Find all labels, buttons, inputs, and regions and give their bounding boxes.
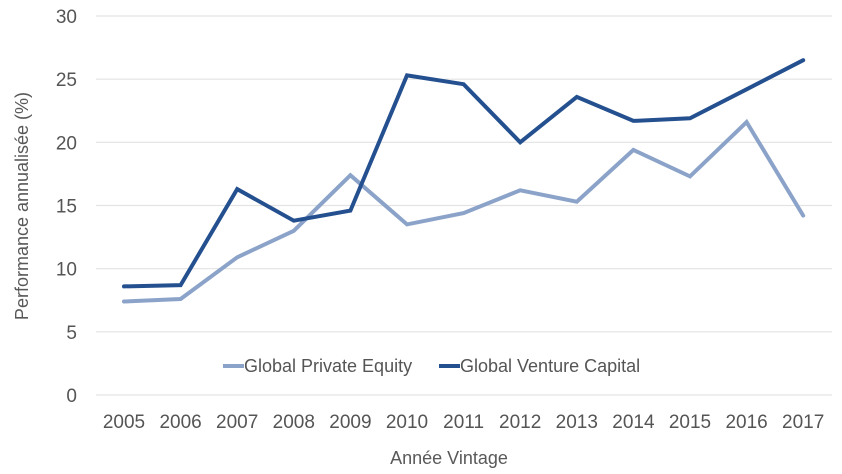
- y-tick-label: 5: [66, 323, 77, 344]
- legend: Global Private Equity Global Venture Cap…: [223, 356, 640, 376]
- x-tick-label: 2006: [159, 412, 201, 433]
- x-tick-label: 2015: [669, 412, 711, 433]
- y-tick-label: 20: [56, 133, 77, 154]
- series-lines: [122, 58, 806, 304]
- x-tick-label: 2012: [499, 412, 541, 433]
- y-tick-label: 10: [56, 260, 77, 281]
- legend-label-private-equity: Global Private Equity: [244, 356, 412, 376]
- x-tick-label: 2011: [443, 412, 484, 433]
- legend-label-venture-capital: Global Venture Capital: [460, 356, 640, 376]
- y-tick-label: 15: [56, 197, 77, 218]
- y-axis-ticks: 0 5 10 15 20 25 30: [56, 7, 77, 407]
- y-tick-label: 25: [56, 70, 77, 91]
- y-tick-label: 30: [56, 7, 77, 28]
- x-tick-label: 2008: [273, 412, 315, 433]
- x-tick-label: 2005: [103, 412, 145, 433]
- x-tick-label: 2007: [216, 412, 258, 433]
- x-tick-label: 2014: [612, 412, 655, 433]
- y-tick-label: 0: [66, 386, 77, 407]
- x-tick-label: 2013: [556, 412, 598, 433]
- x-axis-title: Année Vintage: [390, 448, 508, 468]
- x-tick-label: 2010: [386, 412, 428, 433]
- series-line-venture-capital: [122, 58, 806, 289]
- x-tick-label: 2017: [782, 412, 824, 433]
- x-axis-ticks: 2005 2006 2007 2008 2009 2010 2011 2012 2013 2014…: [103, 412, 824, 433]
- x-tick-label: 2009: [329, 412, 371, 433]
- gridlines: [96, 15, 832, 396]
- x-tick-label: 2016: [725, 412, 767, 433]
- y-axis-title: Performance annualisée (%): [12, 92, 32, 320]
